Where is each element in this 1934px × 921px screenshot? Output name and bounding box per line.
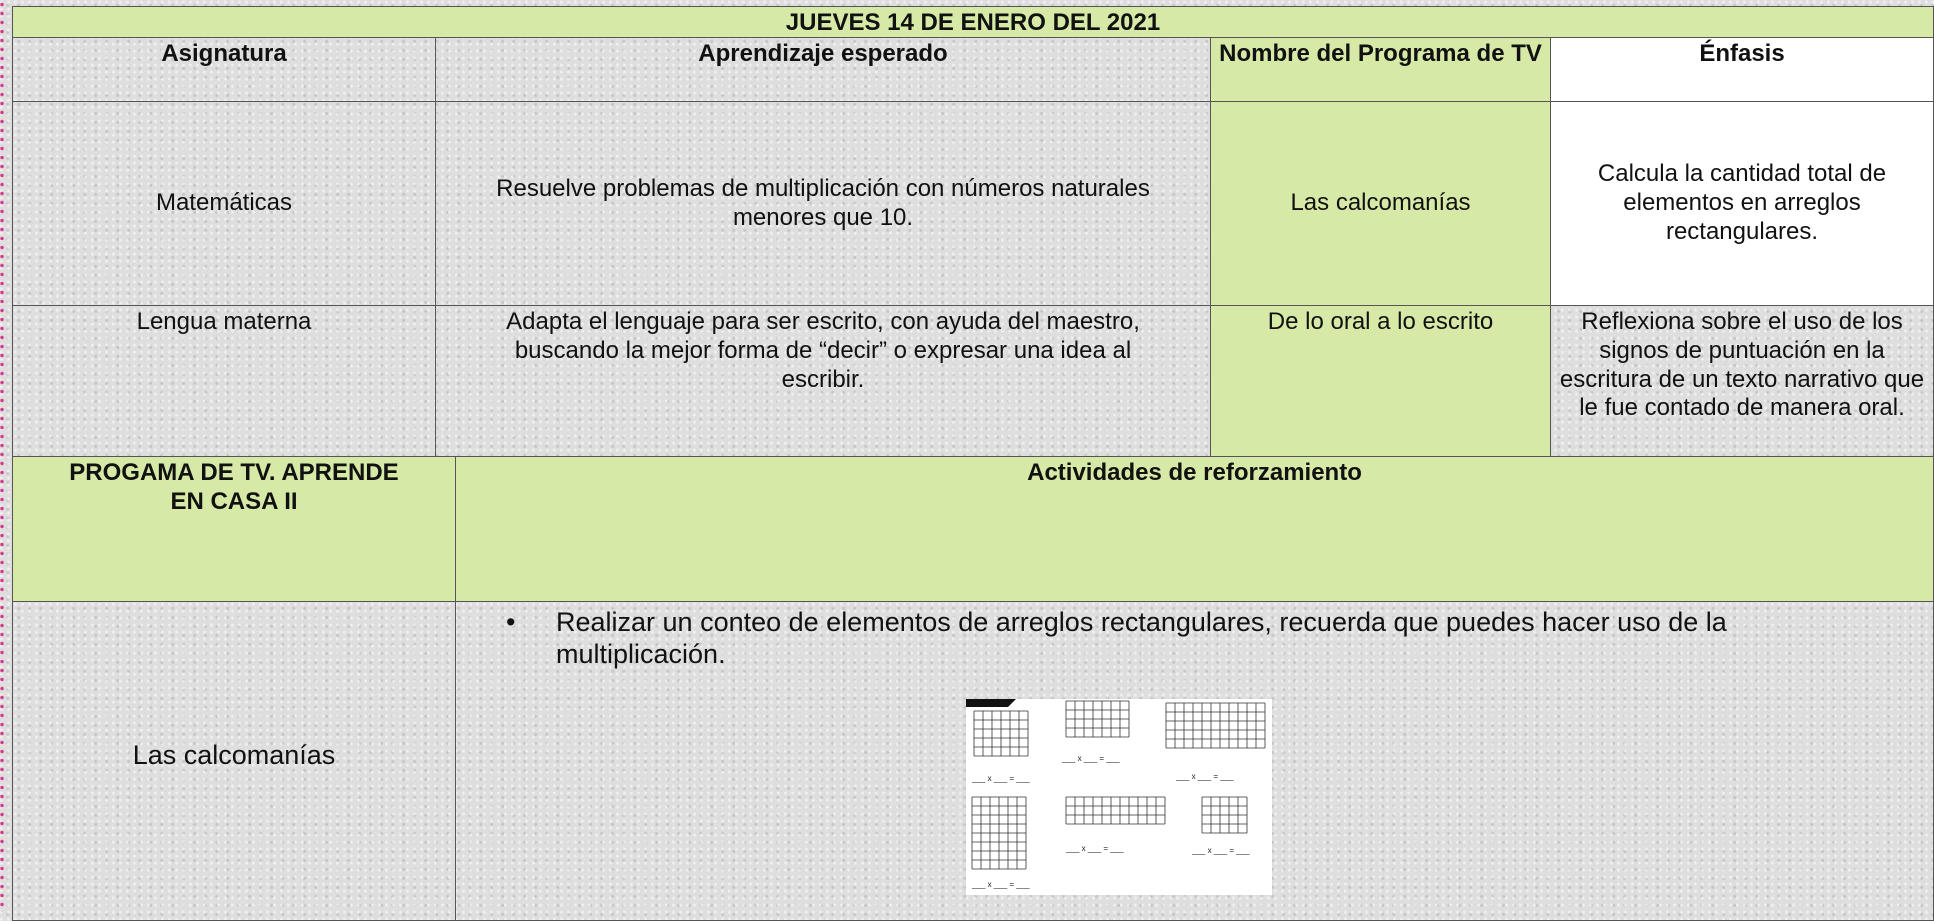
page-edge bbox=[0, 0, 4, 912]
title-cell: JUEVES 14 DE ENERO DEL 2021 bbox=[12, 6, 1934, 38]
worksheet-equation: ___ x ___ = ___ bbox=[1175, 772, 1234, 781]
header-cell: Nombre del Programa de TV bbox=[1210, 37, 1551, 102]
table-cell: Resuelve problemas de multiplicación con… bbox=[435, 101, 1211, 306]
cell-text: De lo oral a lo escrito bbox=[1267, 308, 1494, 335]
worksheet-equation: ___ x ___ = ___ bbox=[1065, 844, 1124, 853]
cell-text: Resuelve problemas de multiplicación con… bbox=[496, 174, 1150, 231]
cell-text: Calcula la cantidad total de elementos e… bbox=[1597, 160, 1887, 245]
bullet-text: Realizar un conteo de elementos de arreg… bbox=[556, 607, 1727, 670]
column-header: Énfasis bbox=[1699, 40, 1785, 67]
bullet: • bbox=[506, 607, 516, 637]
column-header: Actividades de reforzamiento bbox=[1027, 459, 1362, 486]
header-cell: Actividades de reforzamiento bbox=[455, 456, 1934, 602]
bullet-item: • Realizar un conteo de elementos de arr… bbox=[506, 606, 1893, 671]
column-header: Aprendizaje esperado bbox=[698, 40, 948, 67]
worksheet-equation: ___ x ___ = ___ bbox=[971, 880, 1030, 889]
title: JUEVES 14 DE ENERO DEL 2021 bbox=[785, 9, 1161, 36]
column-header: Nombre del Programa de TV bbox=[1219, 40, 1542, 67]
table-cell: Matemáticas bbox=[12, 101, 436, 306]
worksheet-equation: ___ x ___ = ___ bbox=[971, 774, 1030, 783]
table-cell: Adapta el lenguaje para ser escrito, con… bbox=[435, 305, 1211, 457]
header-cell: Asignatura bbox=[12, 37, 436, 102]
column-header: PROGAMA DE TV. APRENDE EN CASA II bbox=[69, 459, 399, 515]
worksheet-equation: ___ x ___ = ___ bbox=[1061, 754, 1120, 763]
header-cell: Énfasis bbox=[1550, 37, 1934, 102]
worksheet-equation: ___ x ___ = ___ bbox=[1191, 846, 1250, 855]
cell-text: Lengua materna bbox=[136, 308, 312, 335]
column-header: Asignatura bbox=[161, 40, 287, 67]
cell-text: Reflexiona sobre el uso de los signos de… bbox=[1559, 308, 1925, 422]
table-cell: Lengua materna bbox=[12, 305, 436, 457]
table-cell: Las calcomanías bbox=[12, 601, 456, 921]
worksheet-image: ___ x ___ = ___ ___ x ___ = ___ ___ x ___ … bbox=[966, 699, 1272, 895]
header-cell: PROGAMA DE TV. APRENDE EN CASA II bbox=[12, 456, 456, 602]
table-cell: • Realizar un conteo de elementos de arr… bbox=[455, 601, 1934, 921]
cell-text: Las calcomanías bbox=[1290, 189, 1471, 217]
cell-text: Las calcomanías bbox=[132, 739, 336, 770]
cell-text: Adapta el lenguaje para ser escrito, con… bbox=[506, 308, 1140, 393]
header-cell: Aprendizaje esperado bbox=[435, 37, 1211, 102]
worksheet-tab bbox=[966, 699, 1016, 707]
table-cell: Reflexiona sobre el uso de los signos de… bbox=[1550, 305, 1934, 457]
table-cell: De lo oral a lo escrito bbox=[1210, 305, 1551, 457]
cell-text: Matemáticas bbox=[155, 189, 293, 217]
table-cell: Las calcomanías bbox=[1210, 101, 1551, 306]
table-cell: Calcula la cantidad total de elementos e… bbox=[1550, 101, 1934, 306]
